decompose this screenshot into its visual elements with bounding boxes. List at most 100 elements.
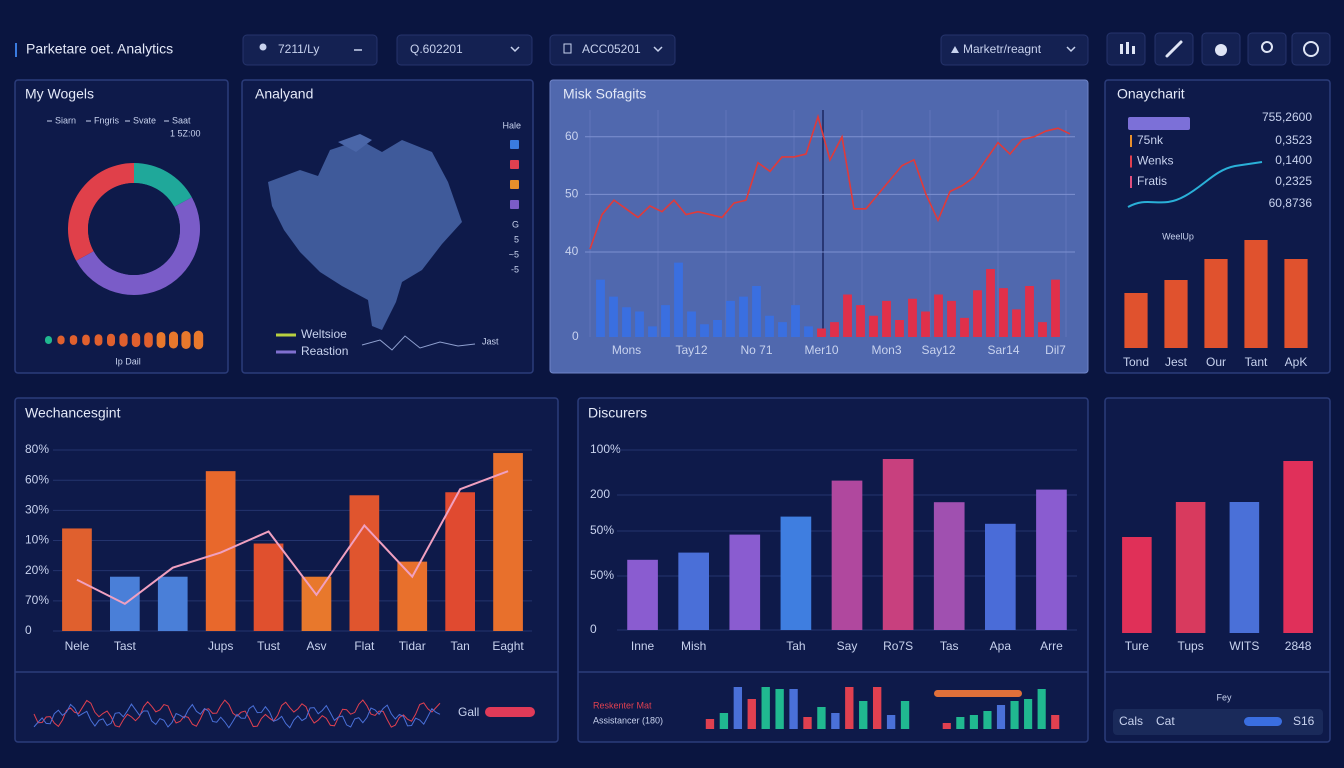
bar [747,699,756,729]
bar [493,453,523,631]
legend-label: Saat [172,115,191,125]
label: S16 [1293,714,1315,728]
pie-segment [134,163,192,207]
stat-bar [1128,117,1190,130]
dropdown-label[interactable]: Q.602201 [410,42,463,56]
icon [1120,44,1123,54]
panel-title: Onaycharit [1117,86,1185,102]
slider-box[interactable] [1113,709,1323,735]
bar [1036,489,1067,630]
icon-button[interactable] [1291,32,1331,66]
bar [983,711,992,729]
bar [921,311,930,337]
chevron [653,46,663,53]
key-swatch [510,200,519,209]
x-tick-label: Apa [990,639,1012,653]
chevron [510,46,520,53]
bar [804,326,813,337]
bar [1038,322,1047,337]
bar [1284,259,1308,348]
bar [713,320,722,337]
sparkline [1127,161,1263,208]
stat-value: 0,1400 [1275,153,1312,167]
bar [1025,286,1034,337]
icon-button[interactable] [1247,32,1287,66]
dot [69,335,78,345]
y-tick-label: 70% [25,593,49,607]
icon [1261,41,1273,53]
key-label: -5 [511,264,519,274]
market-icon [951,46,959,53]
dropdown-box[interactable] [242,34,378,66]
y-tick-label: 80% [25,442,49,456]
bar [1122,537,1152,633]
bar [775,689,784,729]
x-tick-label: Tast [114,639,137,653]
x-tick-label: Eaght [492,639,524,653]
dot [181,331,191,349]
bar [1024,699,1033,729]
dropdown[interactable]: 7211/Ly [242,34,378,66]
dropdown-box[interactable] [940,34,1089,66]
bar [934,294,943,337]
y-tick-label: 50% [590,523,614,537]
panel-title: Wechancesgint [25,405,121,421]
stat-label: Fratis [1137,174,1167,188]
x-tick-label: Tups [1178,639,1204,653]
dropdown-label[interactable]: ACC05201 [582,42,641,56]
panel-title: Analyand [255,86,313,102]
dot [193,330,204,350]
app-title: Parketare oet. Analytics [26,41,173,57]
slider-pill[interactable] [1244,717,1282,726]
bar [969,715,978,729]
bar [733,687,743,729]
x-tick-label: Jest [1165,355,1188,369]
user-icon [259,43,267,51]
y-tick-label: 40 [565,244,579,258]
x-tick-label: Tust [257,639,281,653]
panel-title: My Wogels [25,86,94,102]
bar [761,687,770,729]
dropdown-box[interactable] [549,34,676,66]
stat-value: 0,3523 [1275,133,1312,147]
bar [705,719,715,729]
dropdown-box[interactable] [396,34,533,66]
pie-segment [76,197,200,295]
bar [985,523,1016,630]
bar [253,543,284,631]
bar [700,324,709,337]
pill [485,707,535,717]
bar [803,717,812,729]
bar [895,320,904,337]
x-tick-label: Mon3 [871,343,901,357]
dropdown-label[interactable]: 7211/Ly [278,42,319,56]
y-tick-label: 0 [572,329,579,343]
bar [1229,502,1260,633]
bar [397,561,428,631]
bar [726,300,735,337]
stat-value: 60,8736 [1269,196,1313,210]
bar [859,701,868,729]
x-tick-label: Nele [65,639,90,653]
bar [1204,259,1228,348]
bar [648,326,657,337]
bar [843,294,852,337]
squiggle [361,335,476,351]
dropdown[interactable]: Q.602201 [396,34,533,66]
dot [82,334,90,346]
dropdown-label[interactable]: Marketr/reagnt [963,42,1042,56]
bar [661,305,670,337]
bar [1051,279,1060,337]
bar [908,298,917,337]
dropdown[interactable]: Marketr/reagnt [940,34,1089,66]
legend-label: Weltsioe [301,327,347,341]
bar [752,286,761,337]
stat-value: 755,2600 [1262,110,1312,124]
bar [719,713,729,729]
dropdown[interactable]: ACC05201 [549,34,676,66]
bar [791,305,800,337]
noise-line [33,703,441,729]
x-tick-label: Sar14 [987,343,1019,357]
stat-marker [1130,155,1132,168]
note: 1 5Z:00 [170,128,201,138]
